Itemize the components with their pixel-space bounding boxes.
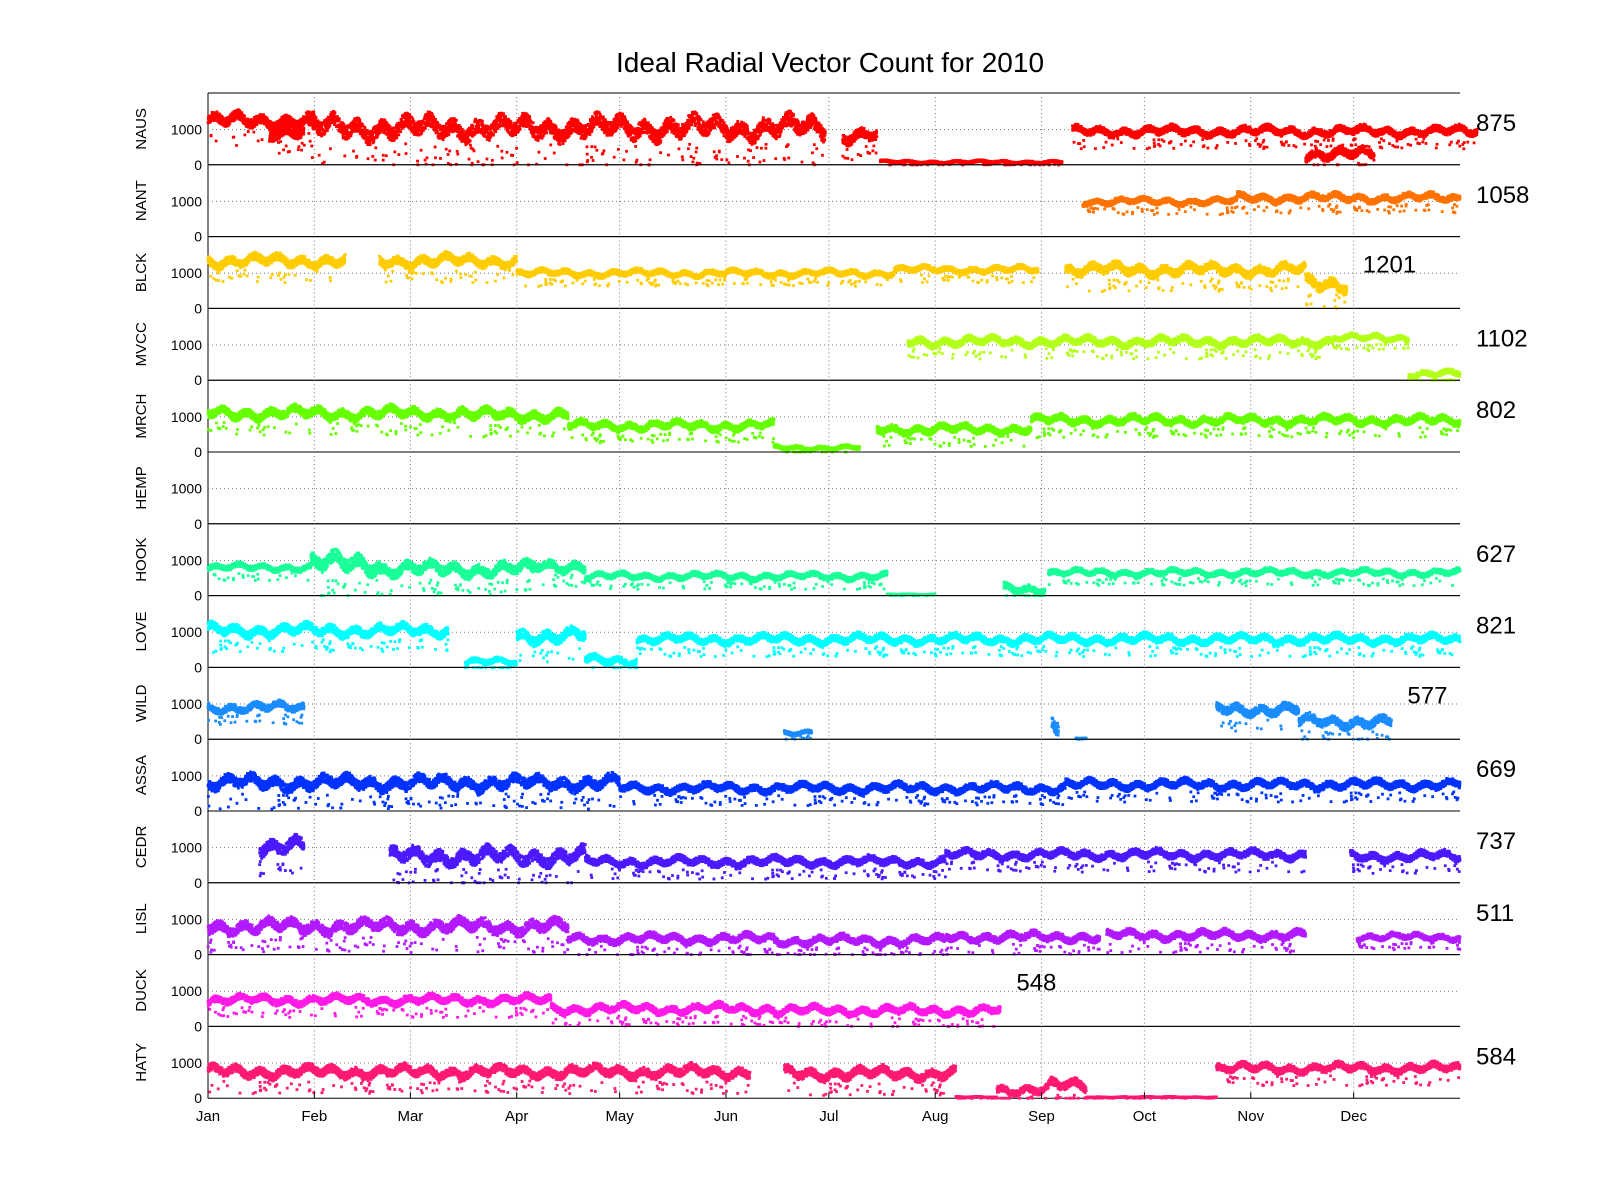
data-point xyxy=(235,144,238,147)
data-point xyxy=(297,145,300,148)
data-points-naus xyxy=(207,108,1479,166)
data-point xyxy=(307,132,310,135)
data-point xyxy=(369,143,372,146)
y-tick-label: 1000 xyxy=(171,122,202,138)
data-point xyxy=(355,155,358,158)
data-point xyxy=(338,119,341,122)
data-point xyxy=(303,127,306,130)
data-point xyxy=(334,111,337,114)
data-point xyxy=(215,140,218,143)
data-point xyxy=(372,140,375,143)
data-point xyxy=(297,148,300,151)
data-point xyxy=(329,147,332,150)
data-point xyxy=(382,159,385,162)
data-point xyxy=(323,161,326,164)
data-point xyxy=(301,142,304,145)
data-point xyxy=(382,154,385,157)
data-point xyxy=(302,133,305,136)
data-point xyxy=(300,136,303,139)
data-point xyxy=(310,145,313,148)
data-point xyxy=(282,148,285,151)
data-point xyxy=(349,134,352,137)
data-point xyxy=(364,127,367,130)
chart-title: Ideal Radial Vector Count for 2010 xyxy=(616,47,1044,78)
data-point xyxy=(300,149,303,152)
data-point xyxy=(309,140,312,143)
y-tick-label: 0 xyxy=(194,157,202,173)
data-point xyxy=(288,150,291,153)
data-point xyxy=(285,145,288,148)
data-point xyxy=(326,129,329,132)
data-point xyxy=(311,156,314,159)
data-point xyxy=(374,146,377,149)
data-point xyxy=(257,140,260,143)
data-point xyxy=(279,140,282,143)
data-point xyxy=(367,157,370,160)
data-point xyxy=(232,136,235,139)
data-point xyxy=(243,115,246,118)
data-point xyxy=(209,120,212,123)
data-point xyxy=(315,116,318,119)
data-point xyxy=(318,154,321,157)
data-point xyxy=(343,155,346,158)
data-point xyxy=(210,135,213,138)
data-point xyxy=(261,138,264,141)
data-point xyxy=(247,130,250,133)
data-point xyxy=(371,155,374,158)
series-label: NAUS xyxy=(133,108,150,150)
data-point xyxy=(358,119,361,122)
data-point xyxy=(252,131,255,134)
data-point xyxy=(352,150,355,153)
data-point xyxy=(216,110,219,113)
data-point xyxy=(278,152,281,155)
data-point xyxy=(243,134,246,137)
data-point xyxy=(374,159,377,162)
